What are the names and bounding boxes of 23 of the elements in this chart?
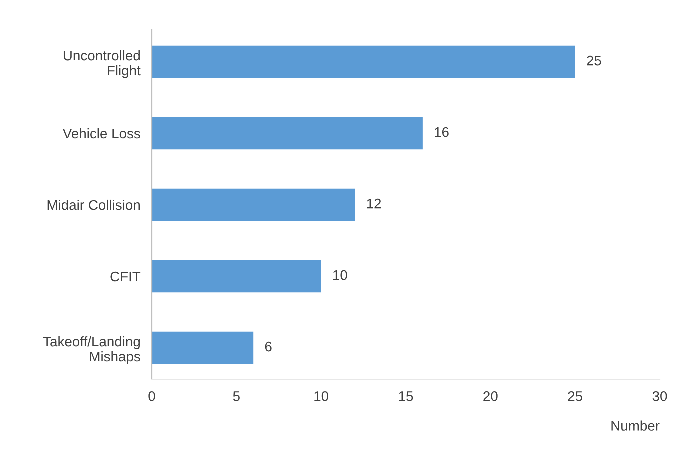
bar (152, 332, 254, 364)
data-label: 6 (265, 342, 272, 352)
x-tick-label: 15 (399, 392, 414, 402)
bar (152, 260, 322, 293)
data-label: 12 (367, 198, 382, 209)
bar (152, 117, 423, 150)
y-tick-label: CFIT (110, 272, 141, 282)
y-tick-label: Vehicle Loss (62, 128, 140, 139)
x-tick-label: 5 (233, 392, 240, 402)
x-tick-label: 30 (652, 391, 668, 402)
data-label: 10 (334, 270, 348, 280)
data-label: 16 (435, 127, 449, 138)
x-tick-label: 10 (314, 391, 329, 402)
x-tick-label: 20 (484, 391, 498, 402)
y-tick-label: Midair Collision (48, 200, 140, 210)
bar (152, 46, 576, 78)
data-label: 25 (587, 56, 602, 66)
x-tick-label: 25 (568, 391, 582, 402)
y-tick-label: Uncontrolled Flight (64, 50, 141, 78)
bar (152, 188, 356, 222)
x-axis-title: Number (612, 420, 660, 431)
y-tick-label: Takeoff/Landing Mishaps (43, 336, 140, 364)
x-tick-label: 0 (148, 391, 156, 402)
